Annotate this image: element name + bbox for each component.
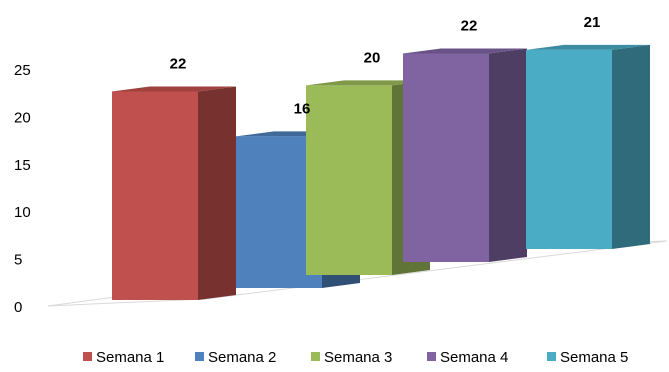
legend-label: Semana 5	[560, 349, 628, 366]
legend-item: Semana 2	[195, 349, 276, 366]
legend-label: Semana 2	[208, 349, 276, 366]
y-tick-label: 25	[14, 62, 31, 79]
bar-top-face	[112, 86, 236, 92]
legend-item: Semana 5	[547, 349, 628, 366]
data-label: 20	[364, 49, 381, 66]
bar-top-face	[526, 44, 650, 50]
bars	[112, 44, 650, 300]
data-label: 21	[584, 14, 601, 31]
bar-4	[403, 48, 527, 262]
y-tick-label: 15	[14, 157, 31, 174]
data-label: 16	[294, 100, 311, 117]
bar-side-face	[612, 44, 650, 249]
legend-swatch	[427, 352, 436, 361]
legend-item: Semana 4	[427, 349, 508, 366]
data-labels: 22 16 20 22 21	[170, 14, 601, 117]
bar-side-face	[198, 86, 236, 300]
bar-front-face	[403, 53, 489, 262]
legend-label: Semana 3	[324, 349, 392, 366]
y-tick-label: 0	[14, 299, 22, 316]
legend-item: Semana 1	[83, 349, 164, 366]
y-axis: 0 5 10 15 20 25	[14, 62, 31, 316]
bar-front-face	[112, 91, 198, 300]
legend-item: Semana 3	[311, 349, 392, 366]
bar-front-face	[306, 85, 392, 276]
legend-label: Semana 1	[96, 349, 164, 366]
bar-1	[112, 86, 236, 300]
y-tick-label: 5	[14, 252, 22, 269]
legend-swatch	[83, 352, 92, 361]
y-tick-label: 10	[14, 204, 31, 221]
data-label: 22	[170, 55, 187, 72]
bar-5	[526, 44, 650, 249]
data-label: 22	[461, 17, 478, 34]
legend-swatch	[195, 352, 204, 361]
y-tick-label: 20	[14, 109, 31, 126]
bar-side-face	[489, 48, 527, 262]
bar-front-face	[526, 49, 612, 249]
legend-label: Semana 4	[440, 349, 508, 366]
bar-top-face	[306, 80, 430, 86]
legend: Semana 1 Semana 2 Semana 3 Semana 4 Semana 5	[83, 349, 628, 366]
bar-top-face	[403, 48, 527, 54]
legend-swatch	[311, 352, 320, 361]
legend-swatch	[547, 352, 556, 361]
